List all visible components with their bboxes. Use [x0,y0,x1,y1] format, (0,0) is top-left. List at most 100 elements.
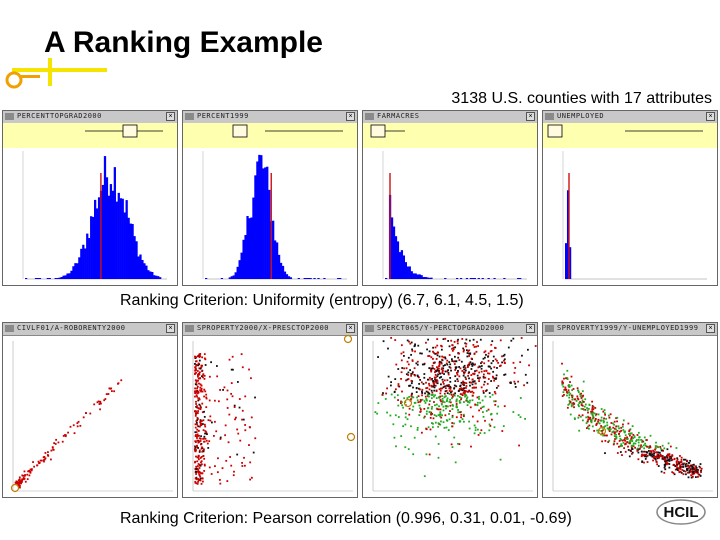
scatter-point [615,425,618,428]
scatter-panel-3[interactable]: SPERCT065/Y-PERCTOPGRAD2000 × [362,322,538,498]
scatter-point [680,459,683,461]
histogram-bar [406,266,409,279]
scatter-point [691,468,694,470]
scatter-point [463,384,465,387]
scatter-point [442,381,444,383]
scatter-point [627,422,630,425]
scatter-point [202,449,205,452]
range-slider[interactable] [363,123,537,148]
scatter-point [113,390,116,393]
histogram-panel-3[interactable]: FARMACRES × [362,110,538,286]
histogram-bar [119,198,122,279]
scatter-point [194,356,197,359]
histogram-bar [143,263,146,279]
scatter-point [197,377,200,380]
range-slider[interactable] [183,123,357,148]
close-icon[interactable]: × [526,112,535,121]
scatter-point [224,434,227,437]
scatter-point [497,361,500,364]
scatter-point [571,396,574,399]
scatter-point [653,451,656,453]
scatter-point [589,420,592,423]
scatter-point [416,363,419,366]
scatter-point [447,373,450,376]
histogram-bar [317,278,320,279]
scatter-point [97,400,100,403]
scatter-point [619,445,622,447]
scatter-point [645,453,648,456]
scatter-point [57,441,60,444]
scatter-point [616,420,618,423]
scatter-point [194,357,197,360]
scatter-point [229,456,231,458]
scatter-point [460,360,463,363]
panel-titlebar[interactable]: SPROPERTY2000/X-PRESCTOP2000 × [183,323,357,336]
histogram-bar [408,266,411,279]
scatter-point [603,417,605,420]
panel-titlebar[interactable]: SPROVERTY1999/Y-UNEMPLOYED1999 × [543,323,717,336]
close-icon[interactable]: × [526,324,535,333]
scatter-point [494,358,497,361]
scatter-point [684,470,687,473]
scatter-point [444,357,447,360]
close-icon[interactable]: × [166,112,175,121]
scatter-point [565,377,567,380]
scatter-point [668,460,671,462]
scatter-panel-2[interactable]: SPROPERTY2000/X-PRESCTOP2000 × [182,322,358,498]
scatter-point [577,416,580,419]
close-icon[interactable]: × [166,324,175,333]
scatter-point [450,390,453,393]
histogram-panel-2[interactable]: PERCENT1999 × [182,110,358,286]
scatter-point [564,388,567,391]
scatter-panel-1[interactable]: CIVLF01/A-ROBORENTY2000 × [2,322,178,498]
scatter-point [477,345,479,347]
scatter-point [621,454,623,457]
close-icon[interactable]: × [346,324,355,333]
range-slider[interactable] [3,123,177,148]
scatter-point [40,459,43,462]
scatter-point [676,466,678,469]
scatter-point [621,439,624,442]
scatter-point [243,464,246,467]
scatter-point [668,455,671,458]
scatter-point [50,449,53,452]
scatter-point [660,470,663,473]
histogram-bar [459,278,463,279]
scatter-point [423,407,426,410]
close-icon[interactable]: × [706,112,715,121]
range-slider[interactable] [543,123,717,148]
panel-titlebar[interactable]: SPERCT065/Y-PERCTOPGRAD2000 × [363,323,537,336]
scatter-point [577,404,580,406]
histogram-bar [275,242,279,279]
scatter-point [561,383,564,386]
scatter-point [471,394,474,397]
scatter-point [603,426,606,428]
panel-titlebar[interactable]: CIVLF01/A-ROBORENTY2000 × [3,323,177,336]
histogram-bar [82,244,85,279]
scatter-point [563,377,565,380]
scatter-point [54,443,57,445]
scatter-point [476,396,479,399]
close-icon[interactable]: × [346,112,355,121]
scatter-point [22,477,25,479]
histogram-panel-1[interactable]: PERCENTTOPGRAD2000 × [2,110,178,286]
scatter-point [195,468,198,470]
scatter-point [224,424,227,427]
scatter-point [600,419,603,422]
scatter-point [418,376,420,379]
scatter-point [22,474,25,477]
scatter-point [441,367,443,370]
scatter-point [446,379,449,382]
scatter-panel-4[interactable]: SPROVERTY1999/Y-UNEMPLOYED1999 × [542,322,718,498]
scatter-point [455,403,458,405]
scatter-point [196,470,199,473]
close-icon[interactable]: × [706,324,715,333]
scatter-point [199,419,202,422]
scatter-point [448,366,451,368]
scatter-point [472,338,475,341]
scatter-point [565,391,568,393]
histogram-bar [80,248,83,279]
scatter-point [410,341,413,344]
histogram-panel-4[interactable]: UNEMPLOYED × [542,110,718,286]
scatter-point [194,423,197,426]
